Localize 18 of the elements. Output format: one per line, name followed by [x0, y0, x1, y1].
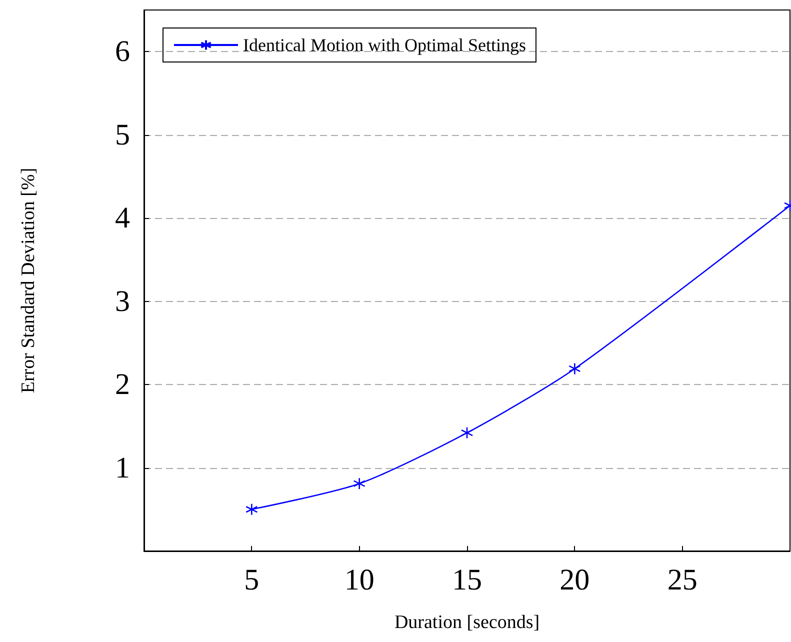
- y-tick-label: 2: [115, 368, 130, 402]
- x-tick-label: 15: [452, 564, 482, 596]
- point: [568, 362, 581, 375]
- x-tick-label: 25: [667, 564, 698, 596]
- x-tick-label: 5: [244, 564, 260, 596]
- y-axis-title: Error Standard Deviation [%]: [18, 168, 39, 394]
- point: [460, 426, 474, 439]
- y-tick-label: 1: [115, 451, 130, 484]
- point: [246, 503, 258, 516]
- y-tick-label: 6: [115, 35, 130, 68]
- legend-label: Identical Motion with Optimal Settings: [243, 35, 526, 55]
- x-axis-title: Duration [seconds]: [394, 612, 540, 633]
- y-tick-label: 4: [115, 202, 130, 235]
- y-tick-label: 3: [115, 284, 130, 318]
- y-tick-label: 5: [115, 118, 130, 152]
- x-tick-label: 10: [344, 564, 374, 596]
- x-tick-label: 20: [560, 564, 590, 596]
- point: [353, 477, 366, 490]
